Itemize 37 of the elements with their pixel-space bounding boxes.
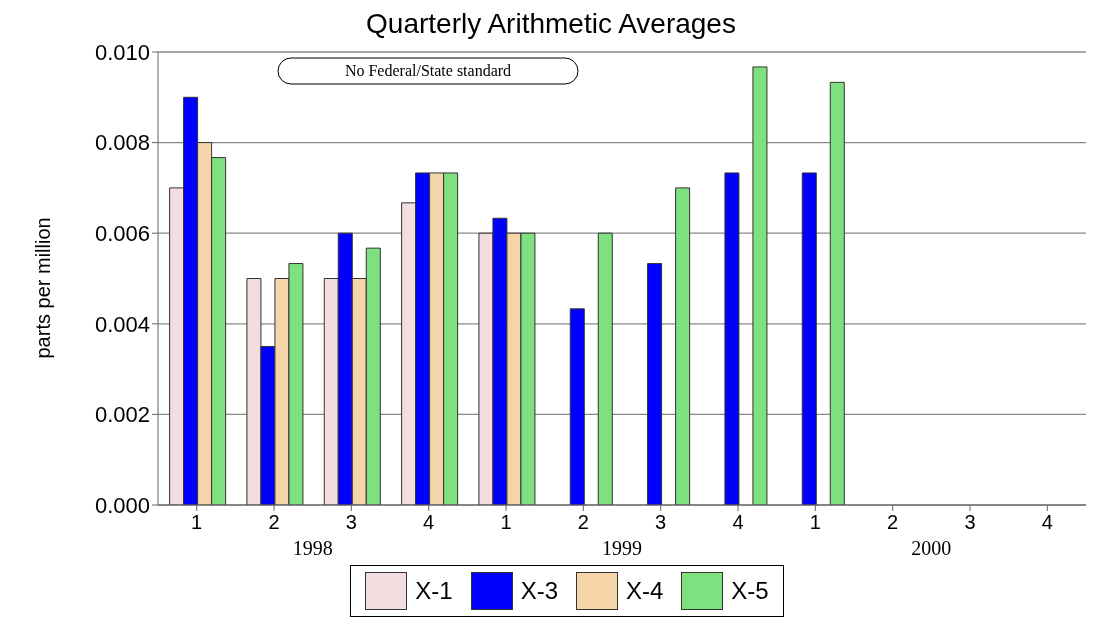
y-tick-label: 0.004	[94, 311, 150, 337]
legend-label: X-4	[625, 576, 664, 606]
y-axis-title: parts per million	[32, 217, 55, 359]
bar	[597, 232, 613, 505]
note-box: No Federal/State standard	[277, 57, 579, 85]
x-tick-label: 1	[809, 511, 821, 533]
y-tick-label: 0.010	[94, 39, 150, 65]
legend-label: X-3	[519, 576, 558, 606]
text: 1998	[292, 537, 333, 559]
x-tick-label: 3	[655, 511, 667, 533]
x-tick-label: 3	[345, 511, 357, 533]
bar	[569, 308, 585, 505]
x-tick-label: 2	[268, 511, 280, 533]
bar	[724, 172, 740, 505]
x-tick-label: 1	[191, 511, 203, 533]
legend-label: X-1	[414, 576, 453, 606]
legend-label: X-5	[730, 576, 769, 606]
x-tick-label: 4	[423, 511, 435, 533]
x-tick-label: 1	[500, 511, 512, 533]
y-tick-label: 0.006	[94, 221, 150, 247]
text: 1999	[602, 537, 642, 559]
y-tick-label: 0.000	[94, 492, 150, 518]
annotation: No Federal/State standard	[344, 62, 512, 79]
x-tick-label: 3	[964, 511, 976, 533]
x-tick-label: 4	[732, 511, 744, 533]
x-tick-label: 4	[1041, 511, 1053, 533]
bar	[752, 66, 768, 505]
bar	[829, 81, 845, 505]
chart-title: Quarterly Arithmetic Averages	[365, 8, 737, 40]
x-tick-label: 2	[577, 511, 589, 533]
y-tick-label: 0.002	[94, 402, 150, 428]
bar	[675, 187, 691, 505]
bar	[647, 263, 663, 505]
x-tick-label: 2	[887, 511, 899, 533]
y-tick-label: 0.008	[94, 130, 150, 156]
bar	[801, 172, 817, 505]
text: 2000	[911, 537, 952, 559]
